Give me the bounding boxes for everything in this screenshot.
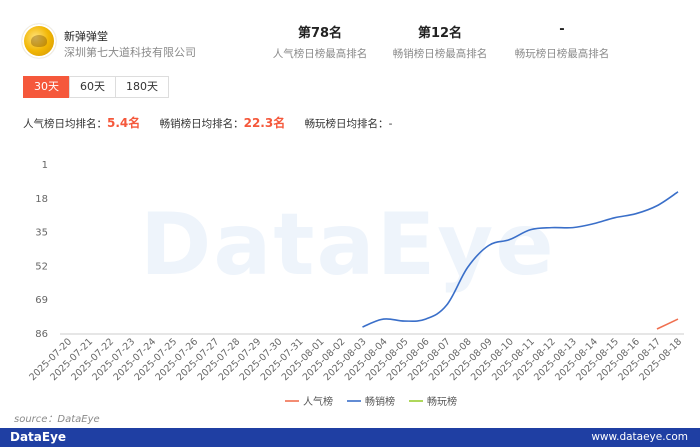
legend-label: 畅销榜 [365, 395, 395, 408]
bestseller-avg-value: 22.3名 [243, 116, 286, 130]
bestseller-best-rank-label: 畅销榜日榜最高排名 [392, 48, 488, 60]
footer-logo: DataEye [10, 430, 67, 444]
y-tick-label: 69 [35, 295, 48, 306]
series-line-1 [362, 191, 679, 328]
average-rank-row: 人气榜日均排名：5.4名 畅销榜日均排名：22.3名 畅玩榜日均排名：- [23, 114, 408, 131]
bestseller-best-rank: 第12名 畅销榜日榜最高排名 [370, 22, 510, 61]
legend-label: 人气榜 [303, 395, 333, 408]
legend-label: 畅玩榜 [427, 395, 457, 408]
footer-bar: DataEye www.dataeye.com [0, 428, 700, 447]
series-line-0 [656, 318, 679, 330]
app-avatar [22, 24, 56, 58]
y-tick-label: 1 [42, 160, 48, 171]
bestseller-avg-label: 畅销榜日均排名： [159, 118, 244, 130]
tab-60-days[interactable]: 60天 [69, 76, 116, 98]
app-header: 新弹弹堂 深圳第七大道科技有限公司 第78名 人气榜日榜最高排名 第12名 畅销… [0, 0, 700, 70]
tab-30-days[interactable]: 30天 [23, 76, 70, 98]
y-tick-label: 52 [35, 261, 48, 272]
play-best-rank-value: - [559, 22, 565, 37]
play-avg-label: 畅玩榜日均排名： [304, 118, 389, 130]
rank-line-chart: 118355269862025-07-202025-07-212025-07-2… [27, 160, 684, 408]
company-name: 深圳第七大道科技有限公司 [64, 46, 196, 59]
popular-best-rank: 第78名 人气榜日榜最高排名 [250, 22, 390, 61]
play-best-rank: - 畅玩榜日榜最高排名 [492, 22, 632, 61]
source-note: source：DataEye [14, 414, 100, 425]
play-avg-value: - [388, 118, 393, 130]
y-tick-label: 35 [35, 228, 48, 239]
bestseller-best-rank-value: 第12名 [417, 26, 463, 41]
app-name: 新弹弹堂 [64, 30, 108, 43]
popular-avg-value: 5.4名 [107, 116, 141, 130]
play-best-rank-label: 畅玩榜日榜最高排名 [514, 48, 610, 60]
y-tick-label: 18 [35, 194, 48, 205]
watermark: DataEye [140, 195, 556, 295]
period-tabs: 30天 60天 180天 [23, 76, 169, 98]
popular-best-rank-label: 人气榜日榜最高排名 [272, 48, 368, 60]
popular-avg-label: 人气榜日均排名： [23, 118, 107, 130]
tab-180-days[interactable]: 180天 [115, 76, 169, 98]
y-tick-label: 86 [35, 329, 48, 340]
footer-url: www.dataeye.com [591, 431, 688, 443]
popular-best-rank-value: 第78名 [297, 26, 343, 41]
